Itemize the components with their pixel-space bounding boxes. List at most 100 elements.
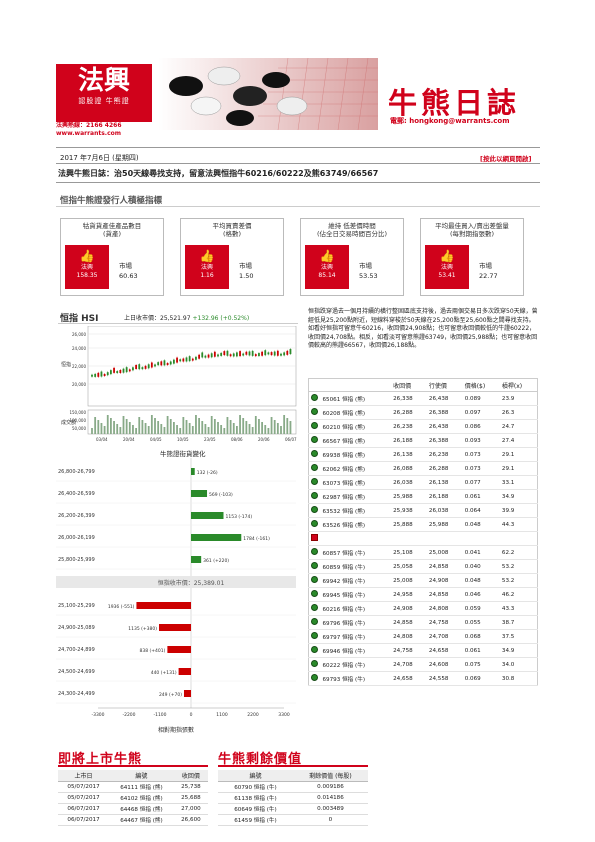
category-label: 25,100-25,299 xyxy=(58,603,95,609)
volume-bar xyxy=(201,421,204,434)
y-tick-label: 24,000 xyxy=(72,346,86,351)
table-cell: 63073 恒指 (熊) xyxy=(320,475,392,490)
volume-bar xyxy=(248,424,251,434)
table-cell: 0.048 xyxy=(462,517,500,532)
logo-sub: 認股證 牛熊證 xyxy=(78,97,130,105)
indicator-section-title: 恒指牛熊證發行人積極指標 xyxy=(60,196,163,206)
table-cell: 26,388 xyxy=(426,405,463,420)
bear-row: 69938 恒指 (熊) 26,138 26,238 0.073 29.1 xyxy=(308,447,538,462)
candle xyxy=(119,370,122,373)
table-row: 06/07/2017 64468 恒指 (熊) 27,000 xyxy=(58,803,208,815)
row-icon-cell xyxy=(308,643,321,658)
x-tick-label: 1100 xyxy=(216,712,228,718)
table-cell: 69946 恒指 (牛) xyxy=(320,643,392,658)
table-cell: 26,438 xyxy=(426,391,463,406)
table-cell: 26,288 xyxy=(391,405,427,420)
table-cell: 0.086 xyxy=(462,419,500,434)
market-score: 市場 1.50 xyxy=(239,261,253,281)
row-icon-cell xyxy=(308,475,321,490)
table-header: 槓桿(x) xyxy=(499,378,538,392)
bar-label: 1153 (-174) xyxy=(225,514,252,520)
candle xyxy=(217,354,219,357)
divider xyxy=(56,182,540,183)
blank-cell xyxy=(426,531,463,546)
market-score: 市場 22.77 xyxy=(479,261,498,281)
table-cell: 60790 恒指 (牛) xyxy=(218,781,293,793)
bar xyxy=(178,668,191,675)
table-cell: 64102 恒指 (熊) xyxy=(109,792,174,804)
table-cell: 60859 恒指 (牛) xyxy=(320,559,392,574)
candle xyxy=(267,352,270,355)
volume-bar xyxy=(169,419,172,434)
sg-score-box: 👍 法興 1.16 xyxy=(185,245,229,289)
sg-label: 法興 xyxy=(440,264,453,271)
bear-icon xyxy=(311,450,319,457)
bear-icon xyxy=(311,478,319,485)
hotline: 法興熱線：2166 4266 www.warrants.com xyxy=(56,122,122,138)
table-cell: 63532 恒指 (熊) xyxy=(320,503,392,518)
bar xyxy=(191,534,242,541)
candle xyxy=(141,367,144,370)
bull-row: 69796 恒指 (牛) 24,858 24,758 0.055 38.7 xyxy=(308,615,538,630)
indicator-caption: 牯貨貨產佳產品數目 (貨產) xyxy=(82,222,142,238)
row-icon-cell xyxy=(308,489,321,504)
table-cell: 25,008 xyxy=(391,573,427,588)
volume-bar xyxy=(220,425,223,434)
candle xyxy=(220,352,223,356)
table-cell: 0.093 xyxy=(462,433,500,448)
table-cell: 0.041 xyxy=(462,545,500,560)
volume-bar xyxy=(179,428,182,434)
table-cell: 34.0 xyxy=(499,657,538,672)
email-link[interactable]: 電郵: hongkong@warrants.com xyxy=(390,117,510,125)
hsi-close: 上日收市價：25,521.97 +132.96 (+0.52%) xyxy=(124,313,249,322)
bar-label: 361 (+220) xyxy=(203,558,229,564)
category-label: 26,200-26,399 xyxy=(58,513,95,519)
candle xyxy=(254,354,257,357)
market-value: 53.53 xyxy=(359,272,378,280)
open-in-browser-link[interactable]: [按此以網頁開啟] xyxy=(480,155,532,163)
table-cell: 33.1 xyxy=(499,475,538,490)
volume-bar xyxy=(217,422,219,434)
volume-bar xyxy=(239,415,241,434)
table-cell: 0.069 xyxy=(462,671,500,686)
table-cell: 53.2 xyxy=(499,559,538,574)
sg-score-box: 👍 法興 53.41 xyxy=(425,245,469,289)
bar xyxy=(136,602,191,609)
table-cell: 24,708 xyxy=(391,657,427,672)
table-cell: 26,238 xyxy=(391,419,427,434)
table-cell: 25,108 xyxy=(391,545,427,560)
volume-bar xyxy=(258,419,260,434)
table-cell: 0.064 xyxy=(462,503,500,518)
market-value: 60.63 xyxy=(119,272,138,280)
volume-bar xyxy=(154,418,156,434)
candle xyxy=(248,351,251,356)
candle xyxy=(128,369,131,372)
bar xyxy=(191,468,195,475)
website-link[interactable]: www.warrants.com xyxy=(56,130,122,137)
candle xyxy=(232,353,235,357)
table-row: 06/07/2017 64467 恒指 (熊) 26,600 xyxy=(58,814,208,826)
bull-row: 69942 恒指 (牛) 25,008 24,908 0.048 53.2 xyxy=(308,573,538,588)
volume-bar xyxy=(207,427,210,434)
indicator-caption: 平均最佳買入/賣出差盤量 (每對期指張數) xyxy=(435,222,509,238)
volume-bar xyxy=(280,426,282,434)
candle xyxy=(157,362,160,366)
volume-bar xyxy=(289,421,292,434)
volume-bar xyxy=(276,423,279,434)
table-cell: 69796 恒指 (牛) xyxy=(320,615,392,630)
hotline-text: 法興熱線：2166 4266 xyxy=(56,122,122,129)
table-cell: 34.9 xyxy=(499,643,538,658)
table-cell: 24,958 xyxy=(391,587,427,602)
distribution-title: 牛熊證街貨變化 xyxy=(160,450,206,458)
sg-score-box: 👍 法興 85.14 xyxy=(305,245,349,289)
y-tick-label: 22,000 xyxy=(72,364,86,369)
bull-icon xyxy=(311,604,319,611)
table-cell: 24,858 xyxy=(426,559,463,574)
table-cell: 69942 恒指 (牛) xyxy=(320,573,392,588)
candle xyxy=(166,363,169,365)
x-tick-label: 10/05 xyxy=(177,437,189,442)
table-cell: 26,138 xyxy=(391,447,427,462)
candle xyxy=(280,353,282,356)
candle xyxy=(103,374,106,376)
table-cell: 65061 恒指 (熊) xyxy=(320,391,392,406)
